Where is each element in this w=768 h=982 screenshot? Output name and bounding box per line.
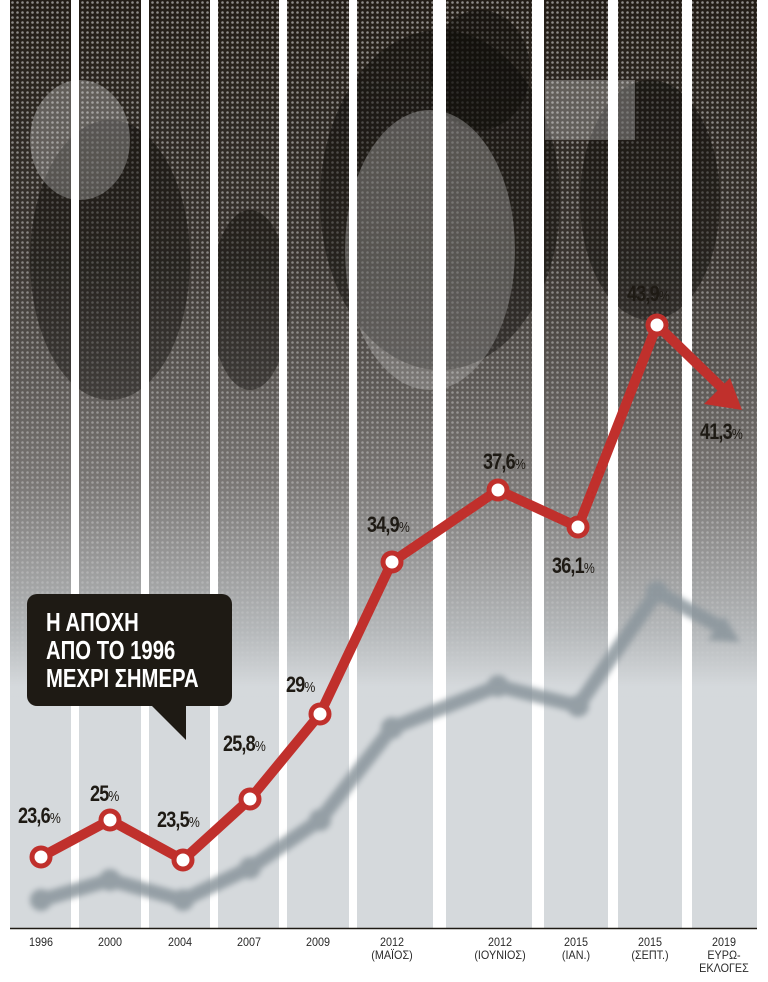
data-label-2000: 25% xyxy=(90,781,120,806)
data-label-2004: 23,5% xyxy=(157,807,200,832)
abstention-line xyxy=(29,313,742,872)
x-label-2015-sep: 2015 (ΣΕΠΤ.) xyxy=(631,935,669,962)
data-point xyxy=(308,702,332,726)
data-label-2009: 29% xyxy=(286,672,316,697)
data-point xyxy=(645,313,669,337)
x-label-2007: 2007 xyxy=(236,935,262,949)
shadow-line xyxy=(30,581,740,911)
data-label-2015-jan: 36,1% xyxy=(552,553,595,578)
data-label-2015-sep: 43,9% xyxy=(627,281,670,306)
data-label-1996: 23,6% xyxy=(18,803,61,828)
data-point xyxy=(171,848,195,872)
callout-tail xyxy=(150,704,186,740)
title-callout: Η ΑΠΟΧΗ ΑΠΟ ΤΟ 1996 ΜΕΧΡΙ ΣΗΜΕΡΑ xyxy=(27,594,232,706)
x-label-2015-jan: 2015 (ΙΑΝ.) xyxy=(561,935,591,962)
data-point xyxy=(98,808,122,832)
x-label-2004: 2004 xyxy=(167,935,193,949)
x-label-2000: 2000 xyxy=(97,935,123,949)
data-label-2007: 25,8% xyxy=(223,731,266,756)
data-point xyxy=(486,478,510,502)
data-label-2012-may: 34,9% xyxy=(367,512,410,537)
data-point xyxy=(566,515,590,539)
data-label-2019: 41,3% xyxy=(700,419,743,444)
x-label-2012-may: 2012 (ΜΑΪΟΣ) xyxy=(371,935,413,962)
title-line-2: ΑΠΟ ΤΟ 1996 xyxy=(46,635,176,665)
data-point xyxy=(380,550,404,574)
arrow-head-icon xyxy=(704,378,742,410)
data-point xyxy=(29,845,53,869)
x-label-2009: 2009 xyxy=(305,935,331,949)
data-label-2012-june: 37,6% xyxy=(483,449,526,474)
x-label-2019: 2019 ΕΥΡΩ- ΕΚΛΟΓΕΣ xyxy=(699,935,749,975)
x-label-2012-june: 2012 (ΙΟΥΝΙΟΣ) xyxy=(474,935,526,962)
x-label-1996: 1996 xyxy=(28,935,54,949)
title-line-1: Η ΑΠΟΧΗ xyxy=(46,607,139,637)
data-point xyxy=(238,787,262,811)
title-line-3: ΜΕΧΡΙ ΣΗΜΕΡΑ xyxy=(46,663,199,693)
